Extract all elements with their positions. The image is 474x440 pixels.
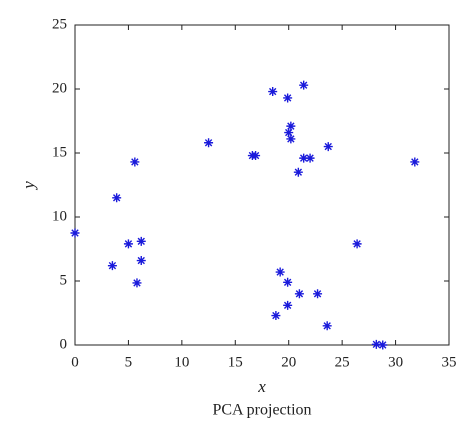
point [371, 339, 381, 349]
y-tick-label: 20 [52, 80, 67, 96]
point [268, 87, 278, 97]
x-tick-label: 0 [71, 354, 79, 370]
point [352, 239, 362, 249]
x-tick-label: 35 [442, 354, 457, 370]
point [323, 142, 333, 152]
y-tick-label: 0 [60, 336, 68, 352]
y-tick-label: 10 [52, 208, 67, 224]
point [283, 277, 293, 287]
x-tick-label: 30 [388, 354, 403, 370]
point [305, 153, 315, 163]
point [70, 228, 80, 238]
point [284, 128, 294, 138]
point [132, 278, 142, 288]
x-tick-label: 5 [125, 354, 133, 370]
point [275, 267, 285, 277]
point [107, 261, 117, 271]
point [410, 157, 420, 167]
point [293, 167, 303, 177]
plot-frame [74, 24, 450, 346]
y-axis-label: y [19, 181, 38, 191]
point [322, 321, 332, 331]
point [136, 236, 146, 246]
y-tick-label: 15 [52, 144, 67, 160]
y-tick-label: 5 [60, 272, 68, 288]
x-axis-label: x [257, 377, 266, 396]
y-tick-label: 25 [52, 16, 67, 32]
point [299, 80, 309, 90]
point [136, 256, 146, 266]
subtitle: PCA projection [212, 402, 311, 419]
point [283, 300, 293, 310]
point [294, 289, 304, 299]
point [313, 289, 323, 299]
point [123, 239, 133, 249]
point [299, 153, 309, 163]
point [378, 340, 388, 350]
point [286, 134, 296, 144]
point [130, 157, 140, 167]
x-tick-label: 20 [281, 354, 296, 370]
x-tick-label: 15 [228, 354, 243, 370]
point [271, 311, 281, 321]
point [286, 121, 296, 131]
point [251, 151, 261, 161]
point [204, 138, 214, 148]
x-tick-label: 25 [335, 354, 350, 370]
point [283, 93, 293, 103]
x-tick-label: 10 [174, 354, 189, 370]
point [112, 193, 122, 203]
